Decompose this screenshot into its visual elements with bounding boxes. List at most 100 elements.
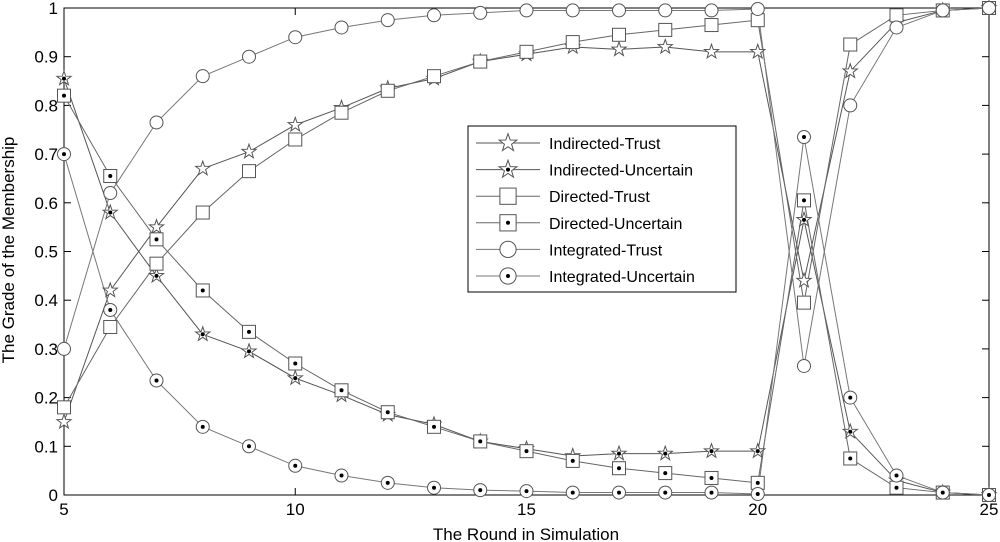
data-point: [473, 54, 488, 69]
data-point: [149, 256, 164, 271]
data-point: [656, 37, 674, 55]
y-tick-label: 0.8: [34, 96, 58, 115]
data-point: [57, 147, 71, 162]
data-point: [519, 444, 534, 459]
data-point: [656, 444, 674, 461]
data-point: [334, 105, 349, 120]
data-point: [240, 342, 258, 359]
data-point: [797, 295, 811, 310]
data-point: [702, 42, 721, 60]
x-axis-label: The Round in Simulation: [433, 525, 619, 542]
data-point: [473, 434, 488, 449]
data-point: [286, 115, 304, 133]
data-point: [612, 485, 626, 500]
legend-box: [467, 125, 737, 293]
data-point: [658, 485, 673, 500]
data-point: [704, 485, 719, 500]
data-point: [147, 266, 166, 284]
y-tick-label: 0.1: [34, 437, 58, 456]
series-markers-group: [57, 130, 996, 502]
data-point: [797, 130, 811, 145]
data-point: [288, 458, 303, 473]
data-point: [101, 281, 119, 298]
data-point: [843, 390, 858, 405]
data-point: [195, 205, 210, 220]
y-tick-label: 0.2: [34, 389, 58, 408]
data-point: [149, 115, 164, 130]
data-point: [702, 442, 721, 459]
data-point: [750, 1, 765, 16]
x-tick-label: 15: [517, 500, 536, 519]
data-point: [935, 3, 950, 18]
data-point: [380, 405, 395, 420]
data-point: [565, 453, 580, 468]
data-point: [612, 3, 626, 18]
legend-entry-label: Integrated-Uncertain: [549, 269, 695, 286]
data-point: [704, 3, 719, 18]
data-point: [147, 218, 166, 235]
data-point: [843, 98, 858, 113]
data-point: [242, 49, 256, 64]
legend-entry-label: Indirected-Trust: [549, 136, 661, 153]
data-point: [797, 193, 811, 208]
y-tick-label: 0: [49, 486, 58, 505]
y-tick-label: 0.7: [34, 145, 58, 164]
y-axis-label: The Grade of the Membership: [0, 137, 18, 364]
series-markers: [55, 0, 998, 503]
data-point: [380, 83, 395, 98]
data-point: [57, 400, 71, 415]
data-point: [334, 468, 349, 483]
x-tick-label: 5: [59, 500, 68, 519]
data-point: [565, 35, 580, 50]
data-point: [55, 69, 73, 86]
data-point: [473, 483, 488, 498]
data-point: [195, 69, 210, 84]
data-point: [889, 20, 904, 35]
data-point: [750, 475, 765, 490]
data-point: [610, 40, 628, 57]
y-tick-label: 1: [49, 0, 58, 18]
data-point: [612, 27, 626, 42]
legend-marker: [499, 240, 517, 259]
data-point: [149, 373, 164, 388]
data-point: [427, 419, 441, 434]
data-point: [288, 30, 303, 45]
x-tick-label: 20: [748, 500, 767, 519]
data-point: [103, 186, 118, 201]
y-tick-label: 0.4: [34, 291, 58, 310]
data-point: [242, 324, 256, 339]
data-point: [242, 439, 256, 454]
data-point: [380, 475, 395, 490]
data-point: [612, 461, 626, 476]
data-point: [889, 8, 904, 23]
data-point: [610, 444, 628, 461]
data-point: [658, 22, 673, 37]
data-point: [750, 487, 765, 502]
data-point: [889, 480, 904, 495]
legend-entry-label: Directed-Uncertain: [549, 216, 682, 233]
data-point: [473, 5, 488, 20]
data-point: [519, 484, 534, 499]
series-markers-group: [57, 1, 996, 373]
data-point: [103, 169, 118, 184]
data-point: [749, 42, 767, 60]
legend: Indirected-Trust Indirected-Uncertain Dire…: [467, 125, 737, 293]
data-point: [935, 485, 950, 500]
legend-entry-label: Directed-Trust: [549, 189, 650, 206]
data-point: [286, 369, 304, 386]
data-point: [565, 485, 580, 500]
data-point: [749, 442, 767, 459]
data-point: [841, 422, 859, 439]
data-point: [334, 20, 349, 35]
data-point: [242, 164, 256, 179]
data-point: [195, 283, 210, 298]
data-point: [380, 13, 395, 28]
legend-marker: [499, 267, 517, 285]
data-point: [101, 203, 119, 220]
data-point: [795, 271, 813, 289]
data-point: [103, 319, 118, 334]
legend-entry-label: Indirected-Uncertain: [549, 163, 693, 180]
x-tick-label: 10: [286, 500, 305, 519]
y-tick-label: 0.9: [34, 48, 58, 67]
